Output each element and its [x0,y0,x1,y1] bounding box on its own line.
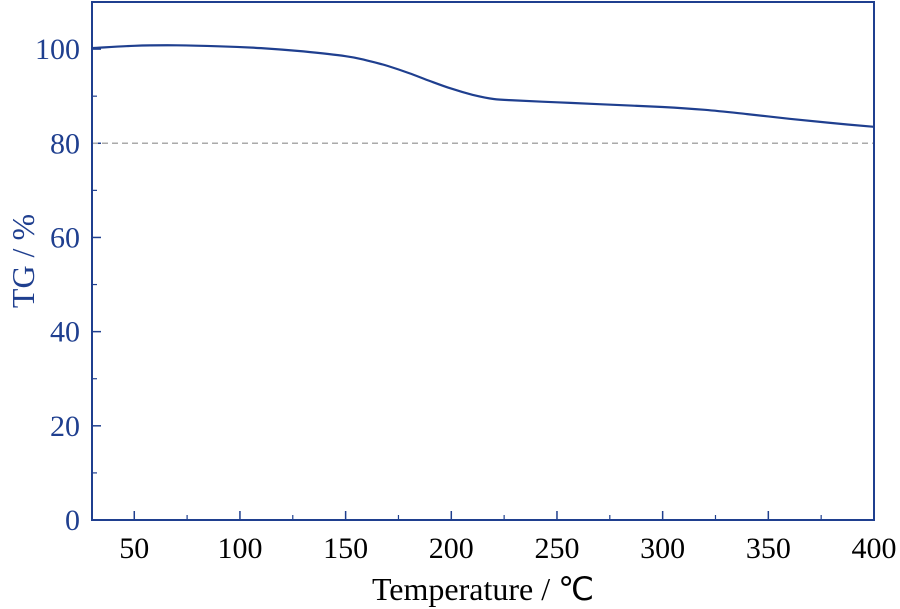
x-tick-label: 200 [429,532,474,565]
y-tick-label: 20 [50,410,80,443]
x-tick-label: 50 [119,532,149,565]
x-tick-label: 300 [640,532,685,565]
y-axis-title: TG / % [5,214,41,308]
x-axis-title: Temperature / ℃ [372,571,594,607]
x-tick-label: 400 [852,532,897,565]
x-tick-label: 250 [534,532,579,565]
y-tick-label: 40 [50,316,80,349]
y-tick-label: 60 [50,221,80,254]
plot-frame [91,1,875,521]
y-tick-label: 80 [50,127,80,160]
x-axis-ticks: 50 100 150 200 250 300 350 400 [119,511,897,565]
x-tick-label: 350 [746,532,791,565]
y-tick-label: 0 [65,504,80,537]
x-tick-label: 100 [217,532,262,565]
tg-curve [91,44,875,128]
x-tick-label: 150 [323,532,368,565]
y-tick-label: 100 [35,33,80,66]
